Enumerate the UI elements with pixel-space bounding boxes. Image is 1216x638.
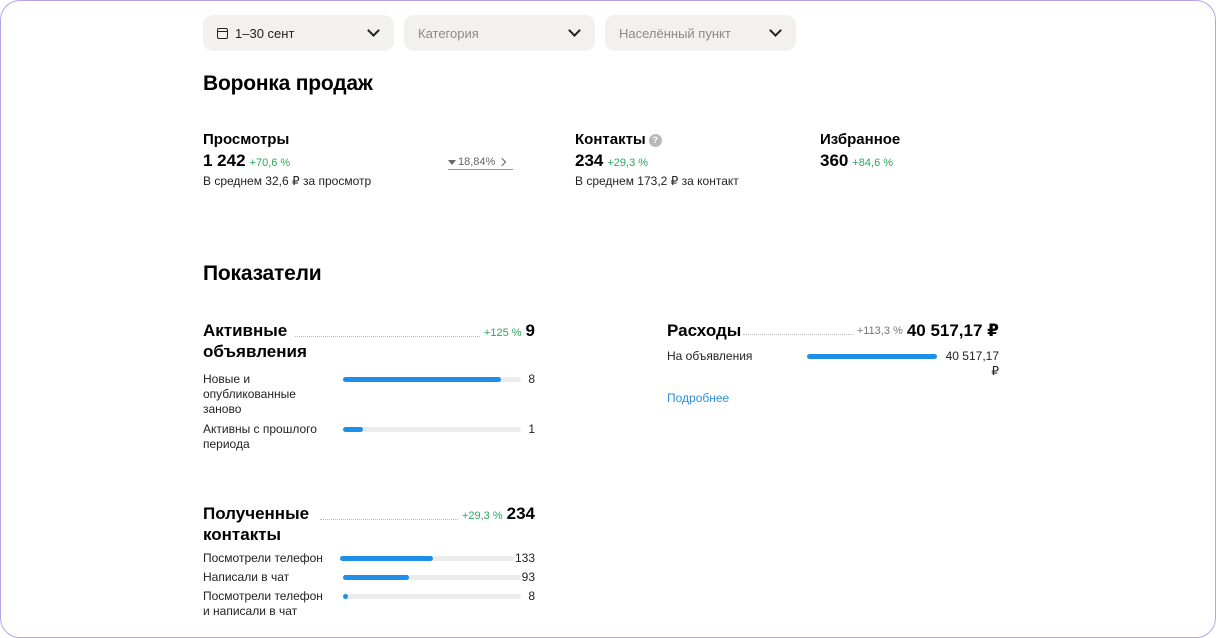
- row-bar: [340, 556, 515, 561]
- row-label: Новые и опубликованные заново: [203, 372, 296, 416]
- conversion-link[interactable]: 18,84%: [448, 155, 513, 170]
- favorites-delta: +84,6 %: [852, 157, 894, 169]
- funnel-views: Просмотры 1 242 +70,6 % В среднем 32,6 ₽…: [203, 131, 371, 188]
- row-bar-fill: [343, 594, 349, 599]
- more-link[interactable]: Подробнее: [667, 391, 730, 405]
- period-dropdown[interactable]: 1–30 сент: [203, 15, 394, 51]
- funnel-favorites: Избранное 360 +84,6 %: [820, 131, 900, 171]
- views-value: 1 242: [203, 151, 246, 170]
- contacts-sub: В среднем 173,2 ₽ за контакт: [575, 174, 739, 188]
- list-item: Написали в чат 93: [203, 570, 535, 585]
- contacts-block: Полученные контакты +29,3 % 234 Посмотре…: [203, 503, 535, 619]
- expenses-total: 40 517,17 ₽: [906, 321, 999, 340]
- period-value: 1–30 сент: [235, 25, 295, 41]
- views-sub: В среднем 32,6 ₽ за просмотр: [203, 174, 372, 188]
- category-dropdown[interactable]: Категория: [404, 15, 595, 51]
- category-placeholder: Категория: [418, 25, 479, 41]
- favorites-value: 360: [820, 151, 849, 170]
- expenses-delta: +113,3 %: [856, 325, 903, 337]
- help-icon[interactable]: ?: [648, 134, 662, 147]
- row-bar: [343, 575, 521, 580]
- list-item: Посмотрели телефон и написали в чат 8: [203, 589, 535, 619]
- row-bar-fill: [343, 427, 363, 432]
- calendar-icon: [217, 27, 228, 39]
- row-bar: [343, 427, 521, 432]
- row-value: 8: [528, 589, 535, 603]
- chevron-down-icon: [367, 24, 380, 37]
- views-title: Просмотры: [203, 131, 290, 148]
- row-label: Посмотрели телефон и написали в чат: [203, 589, 323, 618]
- row-label: На объявления: [667, 349, 753, 363]
- contacts-value: 234: [575, 151, 604, 170]
- row-bar-fill: [807, 354, 937, 359]
- location-placeholder: Населённый пункт: [619, 25, 731, 41]
- active-ads-delta: +125 %: [483, 327, 522, 339]
- row-bar-fill: [343, 377, 502, 382]
- list-item: Новые и опубликованные заново 8: [203, 372, 535, 417]
- views-delta: +70,6 %: [249, 157, 291, 169]
- chevron-down-icon: [769, 24, 782, 37]
- row-bar-fill: [343, 575, 409, 580]
- contacts-received-total: 234: [506, 504, 535, 523]
- list-item: Посмотрели телефон 133: [203, 551, 535, 566]
- chevron-right-icon: [498, 157, 507, 167]
- row-value: 133: [514, 551, 535, 565]
- row-value: 1: [528, 422, 535, 436]
- row-value: 93: [521, 570, 535, 584]
- row-label: Посмотрели телефон: [203, 551, 323, 565]
- contacts-delta: +29,3 %: [607, 157, 649, 169]
- funnel-title: Воронка продаж: [203, 72, 373, 95]
- conversion-value: 18,84%: [458, 156, 496, 168]
- expenses-title: Расходы: [667, 321, 742, 340]
- location-dropdown[interactable]: Населённый пункт: [605, 15, 796, 51]
- indicators-title: Показатели: [203, 262, 322, 285]
- filter-bar: 1–30 сент Категория Населённый пункт: [203, 15, 796, 51]
- row-label: Написали в чат: [203, 570, 290, 584]
- row-bar: [807, 354, 937, 359]
- row-value: 40 517,17 ₽: [945, 349, 999, 378]
- expenses-block: Расходы +113,3 % 40 517,17 ₽ На объявлен…: [667, 320, 999, 407]
- active-ads-title: Активные объявления: [203, 321, 307, 361]
- favorites-title: Избранное: [820, 131, 901, 148]
- contacts-received-delta: +29,3 %: [461, 510, 503, 522]
- active-ads-total: 9: [525, 321, 535, 340]
- funnel-icon: [448, 159, 456, 165]
- row-value: 8: [528, 372, 535, 386]
- chevron-down-icon: [568, 24, 581, 37]
- list-item: Активны с прошлого периода 1: [203, 422, 535, 452]
- funnel-contacts: Контакты? 234 +29,3 % В среднем 173,2 ₽ …: [575, 131, 739, 188]
- row-label: Активны с прошлого периода: [203, 422, 317, 451]
- active-ads-block: Активные объявления +125 % 9 Новые и опу…: [203, 320, 535, 452]
- list-item: На объявления 40 517,17 ₽: [667, 349, 999, 379]
- contacts-title: Контакты: [575, 131, 646, 148]
- contacts-received-title: Полученные контакты: [203, 504, 310, 544]
- row-bar: [343, 594, 521, 599]
- row-bar-fill: [340, 556, 433, 561]
- row-bar: [343, 377, 521, 382]
